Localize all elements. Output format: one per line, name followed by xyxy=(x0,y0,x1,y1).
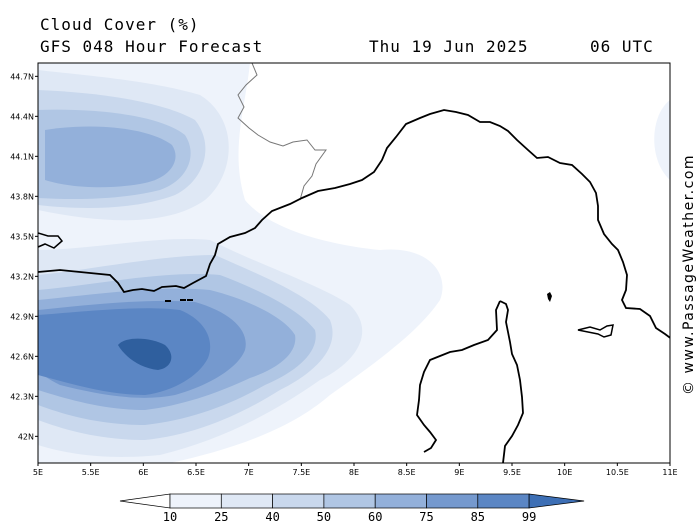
capraia-island xyxy=(547,292,552,302)
west-coast-detail xyxy=(38,232,64,249)
colorbar-label: 75 xyxy=(419,510,433,524)
colorbar-segment xyxy=(169,493,222,509)
lat-label: 42.3N xyxy=(10,392,34,401)
coastline-mainland xyxy=(38,109,670,339)
elba-island xyxy=(577,324,614,338)
colorbar-label: 40 xyxy=(265,510,279,524)
colorbar-label: 10 xyxy=(163,510,177,524)
lat-label: 44.4N xyxy=(10,112,34,121)
colorbar-segment xyxy=(477,493,530,509)
colorbar-right-arrow xyxy=(528,493,585,509)
colorbar-label: 50 xyxy=(317,510,331,524)
map-title: Cloud Cover (%) xyxy=(40,15,200,34)
lon-label: 5E xyxy=(33,468,43,477)
colorbar-segment xyxy=(426,493,479,509)
corsica-west xyxy=(416,300,501,453)
corsica-outline xyxy=(499,300,524,463)
lon-label: 9.5E xyxy=(503,468,521,477)
colorbar-label: 60 xyxy=(368,510,382,524)
colorbar-segment xyxy=(323,493,376,509)
lat-label: 44.7N xyxy=(10,72,34,81)
lat-label: 42.6N xyxy=(10,352,34,361)
lat-label: 43.2N xyxy=(10,272,34,281)
lon-label: 8.5E xyxy=(398,468,416,477)
copyright-credit: © www.PassageWeather.com xyxy=(681,153,697,395)
lon-label: 6.5E xyxy=(187,468,205,477)
forecast-subtitle: GFS 048 Hour Forecast xyxy=(40,37,264,56)
forecast-date: Thu 19 Jun 2025 xyxy=(369,37,529,56)
lon-label: 6E xyxy=(138,468,148,477)
colorbar-left-arrow xyxy=(119,493,171,509)
lat-label: 42.9N xyxy=(10,312,34,321)
lon-label: 7E xyxy=(244,468,254,477)
hyeres-islands xyxy=(165,299,193,302)
lat-label: 43.5N xyxy=(10,232,34,241)
lon-label: 10.5E xyxy=(606,468,629,477)
lon-label: 11E xyxy=(662,468,677,477)
cloud-region-99 xyxy=(118,338,172,370)
colorbar-segment xyxy=(272,493,325,509)
colorbar: 10 25 40 50 60 75 85 99 xyxy=(119,493,585,524)
latitude-axis: 44.7N 44.4N 44.1N 43.8N 43.5N 43.2N 42.9N 42.6N… xyxy=(10,72,38,441)
lat-label: 43.8N xyxy=(10,192,34,201)
colorbar-segment xyxy=(374,493,427,509)
colorbar-label: 25 xyxy=(214,510,228,524)
border-line xyxy=(237,63,327,201)
lat-label: 44.1N xyxy=(10,152,34,161)
lon-label: 5.5E xyxy=(82,468,100,477)
forecast-time: 06 UTC xyxy=(590,37,654,56)
lon-label: 7.5E xyxy=(292,468,310,477)
lon-label: 8E xyxy=(349,468,359,477)
colorbar-label: 85 xyxy=(471,510,485,524)
colorbar-segment xyxy=(220,493,273,509)
colorbar-label: 99 xyxy=(522,510,536,524)
longitude-axis: 5E 5.5E 6E 6.5E 7E 7.5E 8E 8.5E 9E 9.5E 10E 10.5E 11… xyxy=(33,463,678,477)
cloud-cover-field xyxy=(38,63,670,463)
lon-label: 10E xyxy=(557,468,572,477)
lat-label: 42N xyxy=(18,432,34,441)
cloud-region-10-east xyxy=(654,100,670,180)
cloud-region-60 xyxy=(45,126,176,188)
lon-label: 9E xyxy=(454,468,464,477)
